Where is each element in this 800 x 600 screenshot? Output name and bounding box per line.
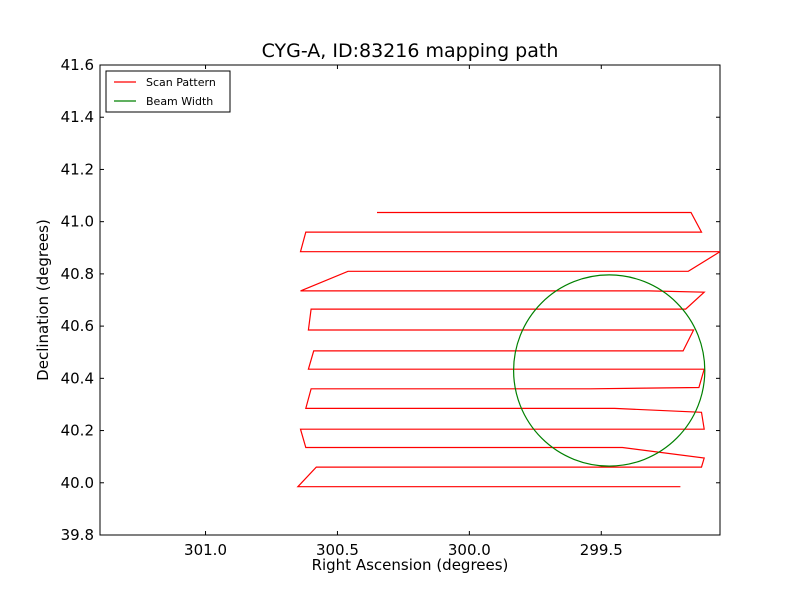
plot-area: 301.0 300.5 300.0 299.5 39.8 40.0 40.2 40.4 40.… (61, 56, 721, 559)
y-tick-label: 40.0 (61, 474, 94, 492)
x-axis-ticks: 301.0 300.5 300.0 299.5 (184, 65, 623, 559)
x-tick-label: 300.5 (316, 541, 359, 559)
y-tick-label: 40.4 (61, 369, 94, 387)
legend-label-beam-width: Beam Width (146, 95, 213, 108)
x-tick-label: 300.0 (448, 541, 491, 559)
beam-width-circle (513, 274, 706, 467)
y-tick-label: 40.8 (61, 265, 94, 283)
x-tick-label: 299.5 (580, 541, 623, 559)
y-tick-label: 41.2 (61, 160, 94, 178)
y-tick-label: 41.4 (61, 108, 94, 126)
x-axis-title: Right Ascension (degrees) (312, 556, 509, 574)
y-axis-title: Declination (degrees) (34, 219, 52, 381)
legend: Scan Pattern Beam Width (105, 70, 231, 113)
y-tick-label: 40.6 (61, 317, 94, 335)
y-axis-ticks: 39.8 40.0 40.2 40.4 40.6 40.8 41.0 41.2 41.4 41.6 (61, 56, 720, 544)
y-tick-label: 39.8 (61, 526, 94, 544)
legend-label-scan-pattern: Scan Pattern (146, 76, 216, 89)
y-tick-label: 41.0 (61, 213, 94, 231)
series-layer (296, 211, 720, 488)
legend-box (105, 70, 231, 113)
chart-title: CYG-A, ID:83216 mapping path (262, 40, 559, 62)
plot-frame (99, 64, 721, 536)
y-tick-label: 41.6 (61, 56, 94, 74)
x-tick-label: 301.0 (184, 541, 227, 559)
y-tick-label: 40.2 (61, 422, 94, 440)
scan-pattern-line (296, 211, 720, 488)
